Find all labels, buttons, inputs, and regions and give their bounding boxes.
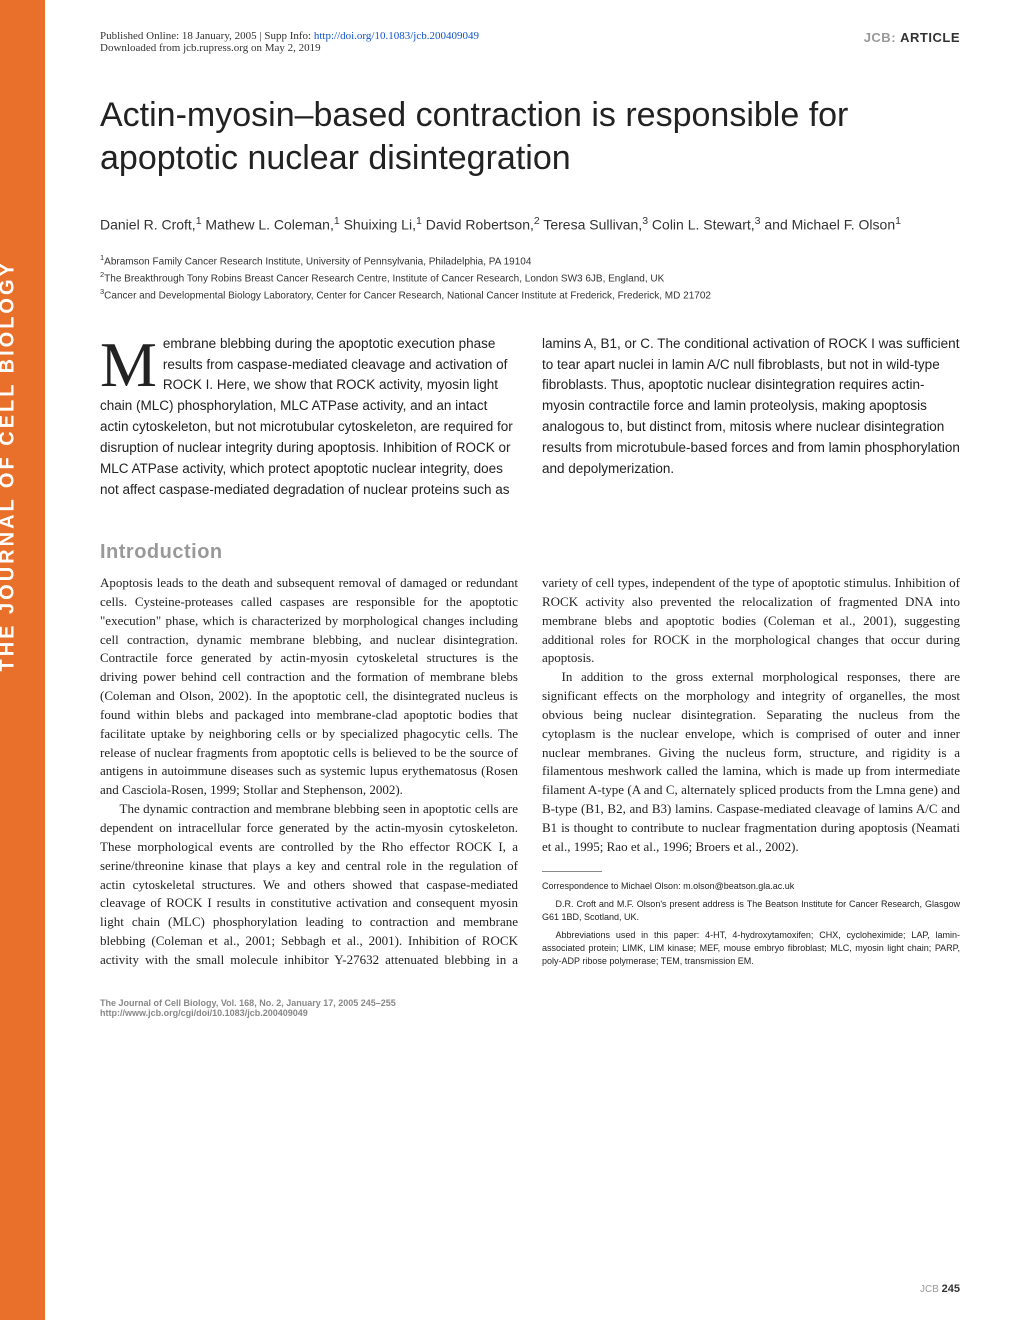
page-num-value: 245	[942, 1283, 960, 1295]
header: Published Online: 18 January, 2005 | Sup…	[100, 30, 960, 54]
introduction-heading: Introduction	[100, 541, 960, 564]
header-meta: Published Online: 18 January, 2005 | Sup…	[100, 30, 479, 54]
citation-footer: The Journal of Cell Biology, Vol. 168, N…	[100, 998, 960, 1018]
journal-side-label: THE JOURNAL OF CELL BIOLOGY	[0, 260, 20, 671]
intro-paragraph-3: In addition to the gross external morpho…	[542, 668, 960, 856]
citation-url: http://www.jcb.org/cgi/doi/10.1083/jcb.2…	[100, 1008, 960, 1018]
abstract-text: embrane blebbing during the apoptotic ex…	[100, 336, 960, 497]
article-word: ARTICLE	[900, 30, 960, 45]
correspondence-block: Correspondence to Michael Olson: m.olson…	[542, 871, 960, 968]
affiliation-3: 3Cancer and Developmental Biology Labora…	[100, 286, 960, 303]
affiliation-list: 1Abramson Family Cancer Research Institu…	[100, 252, 960, 304]
citation-line: The Journal of Cell Biology, Vol. 168, N…	[100, 998, 960, 1008]
downloaded-text: Downloaded from jcb.rupress.org on May 2…	[100, 42, 321, 54]
published-text: Published Online: 18 January, 2005 | Sup…	[100, 30, 314, 42]
affiliation-1: 1Abramson Family Cancer Research Institu…	[100, 252, 960, 269]
article-title: Actin-myosin–based contraction is respon…	[100, 94, 960, 179]
page-journal-abbrev: JCB	[920, 1284, 939, 1295]
abstract: Membrane blebbing during the apoptotic e…	[100, 334, 960, 501]
page-container: THE JOURNAL OF CELL BIOLOGY Published On…	[0, 0, 1020, 1320]
article-type-label: JCB: ARTICLE	[864, 30, 960, 45]
journal-abbrev: JCB:	[864, 30, 896, 45]
page-number: JCB 245	[920, 1283, 960, 1295]
doi-link[interactable]: http://doi.org/10.1083/jcb.200409049	[314, 30, 479, 42]
abstract-dropcap: M	[100, 334, 163, 392]
author-list: Daniel R. Croft,1 Mathew L. Coleman,1 Sh…	[100, 214, 960, 236]
correspondence-divider	[542, 871, 602, 872]
intro-paragraph-1: Apoptosis leads to the death and subsequ…	[100, 574, 518, 800]
correspondence-address: D.R. Croft and M.F. Olson's present addr…	[542, 898, 960, 923]
journal-side-bar: THE JOURNAL OF CELL BIOLOGY	[0, 0, 45, 1320]
introduction-body: Apoptosis leads to the death and subsequ…	[100, 574, 960, 970]
correspondence-email: Correspondence to Michael Olson: m.olson…	[542, 880, 960, 893]
affiliation-2: 2The Breakthrough Tony Robins Breast Can…	[100, 269, 960, 286]
abbreviations: Abbreviations used in this paper: 4-HT, …	[542, 929, 960, 967]
